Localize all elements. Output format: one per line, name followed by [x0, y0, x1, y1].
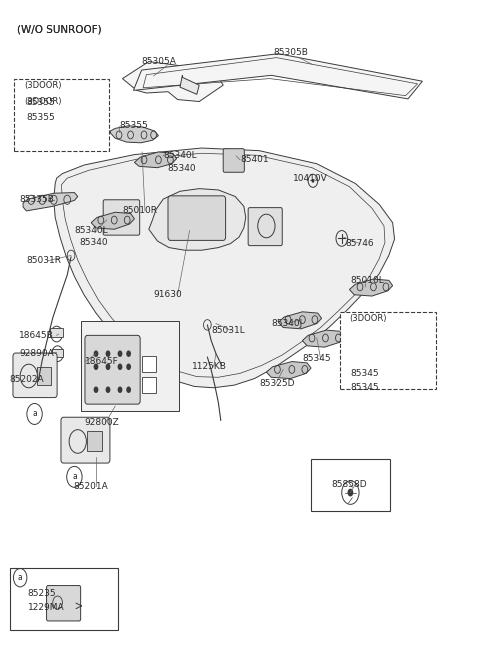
Text: 92890A: 92890A [19, 349, 54, 358]
Text: 85031L: 85031L [211, 326, 245, 335]
Bar [87, 431, 102, 451]
Text: 85235: 85235 [28, 589, 57, 598]
Bar [50, 328, 63, 337]
Text: 85345: 85345 [350, 383, 379, 392]
Text: 91630: 91630 [154, 290, 182, 299]
FancyBboxPatch shape [223, 149, 244, 172]
Polygon shape [110, 126, 158, 143]
Text: (W/O SUNROOF): (W/O SUNROOF) [17, 25, 101, 35]
Circle shape [118, 386, 122, 393]
Bar [37, 367, 51, 385]
Text: 85355: 85355 [26, 98, 55, 107]
Text: 1229MA: 1229MA [28, 603, 64, 612]
Text: 85355: 85355 [119, 121, 148, 130]
Circle shape [348, 489, 353, 496]
FancyBboxPatch shape [85, 335, 140, 404]
Text: 85305B: 85305B [274, 48, 309, 57]
Bar [311, 458, 390, 511]
Text: 85201A: 85201A [73, 481, 108, 491]
Text: 85335B: 85335B [19, 195, 54, 204]
Text: 85325D: 85325D [259, 379, 295, 388]
Bar [142, 377, 156, 393]
FancyBboxPatch shape [248, 208, 282, 246]
Polygon shape [23, 193, 78, 211]
FancyBboxPatch shape [47, 586, 81, 621]
Text: 10410V: 10410V [293, 174, 327, 183]
Polygon shape [266, 362, 311, 379]
Text: 85746: 85746 [346, 239, 374, 248]
Polygon shape [149, 189, 246, 250]
Text: 18645B: 18645B [19, 331, 54, 340]
Circle shape [94, 350, 98, 357]
Text: 92800Z: 92800Z [84, 418, 119, 427]
FancyBboxPatch shape [13, 353, 57, 398]
Circle shape [94, 386, 98, 393]
Polygon shape [54, 148, 395, 388]
Text: (3DOOR): (3DOOR) [24, 81, 61, 90]
Polygon shape [360, 353, 403, 370]
Bar [52, 349, 63, 357]
Text: 18645F: 18645F [85, 357, 119, 366]
Text: 85858D: 85858D [331, 480, 367, 489]
Text: 85202A: 85202A [10, 375, 44, 384]
Circle shape [106, 350, 110, 357]
Text: (W/O SUNROOF): (W/O SUNROOF) [17, 25, 101, 35]
Text: 85355: 85355 [26, 113, 55, 122]
Text: 85031R: 85031R [26, 256, 61, 265]
Text: 85340: 85340 [79, 238, 108, 247]
Text: (3DOOR): (3DOOR) [24, 97, 61, 106]
Text: 1125KB: 1125KB [192, 362, 227, 371]
Bar [340, 312, 436, 389]
Text: 85345: 85345 [350, 369, 379, 378]
FancyBboxPatch shape [168, 196, 226, 240]
Polygon shape [91, 212, 134, 229]
Text: a: a [18, 573, 23, 582]
Polygon shape [134, 152, 177, 168]
Text: 85340L: 85340L [163, 151, 197, 160]
Circle shape [94, 364, 98, 370]
Text: 85401: 85401 [240, 155, 269, 164]
Text: a: a [72, 472, 77, 481]
Bar [14, 79, 109, 151]
Polygon shape [349, 279, 393, 296]
Text: 85340: 85340 [167, 164, 196, 173]
Circle shape [312, 179, 314, 183]
Bar [10, 568, 118, 630]
FancyBboxPatch shape [61, 417, 110, 463]
Text: 85340J: 85340J [271, 319, 302, 328]
Text: 85010R: 85010R [122, 206, 157, 215]
Polygon shape [302, 330, 346, 347]
Polygon shape [122, 62, 223, 102]
Text: (3DOOR): (3DOOR) [349, 314, 387, 323]
Text: 85010L: 85010L [350, 276, 384, 285]
Text: 85305A: 85305A [142, 56, 177, 66]
Text: 85340L: 85340L [74, 226, 108, 235]
Polygon shape [180, 75, 199, 94]
Circle shape [126, 364, 131, 370]
Circle shape [118, 364, 122, 370]
Circle shape [106, 364, 110, 370]
Bar [142, 356, 156, 372]
FancyBboxPatch shape [103, 200, 140, 235]
Circle shape [126, 386, 131, 393]
Bar [81, 321, 179, 411]
Circle shape [126, 350, 131, 357]
Polygon shape [29, 127, 78, 145]
Text: 85345: 85345 [302, 354, 331, 364]
Circle shape [118, 350, 122, 357]
Circle shape [106, 386, 110, 393]
Text: a: a [32, 409, 37, 419]
Polygon shape [278, 312, 322, 329]
Polygon shape [133, 54, 422, 99]
